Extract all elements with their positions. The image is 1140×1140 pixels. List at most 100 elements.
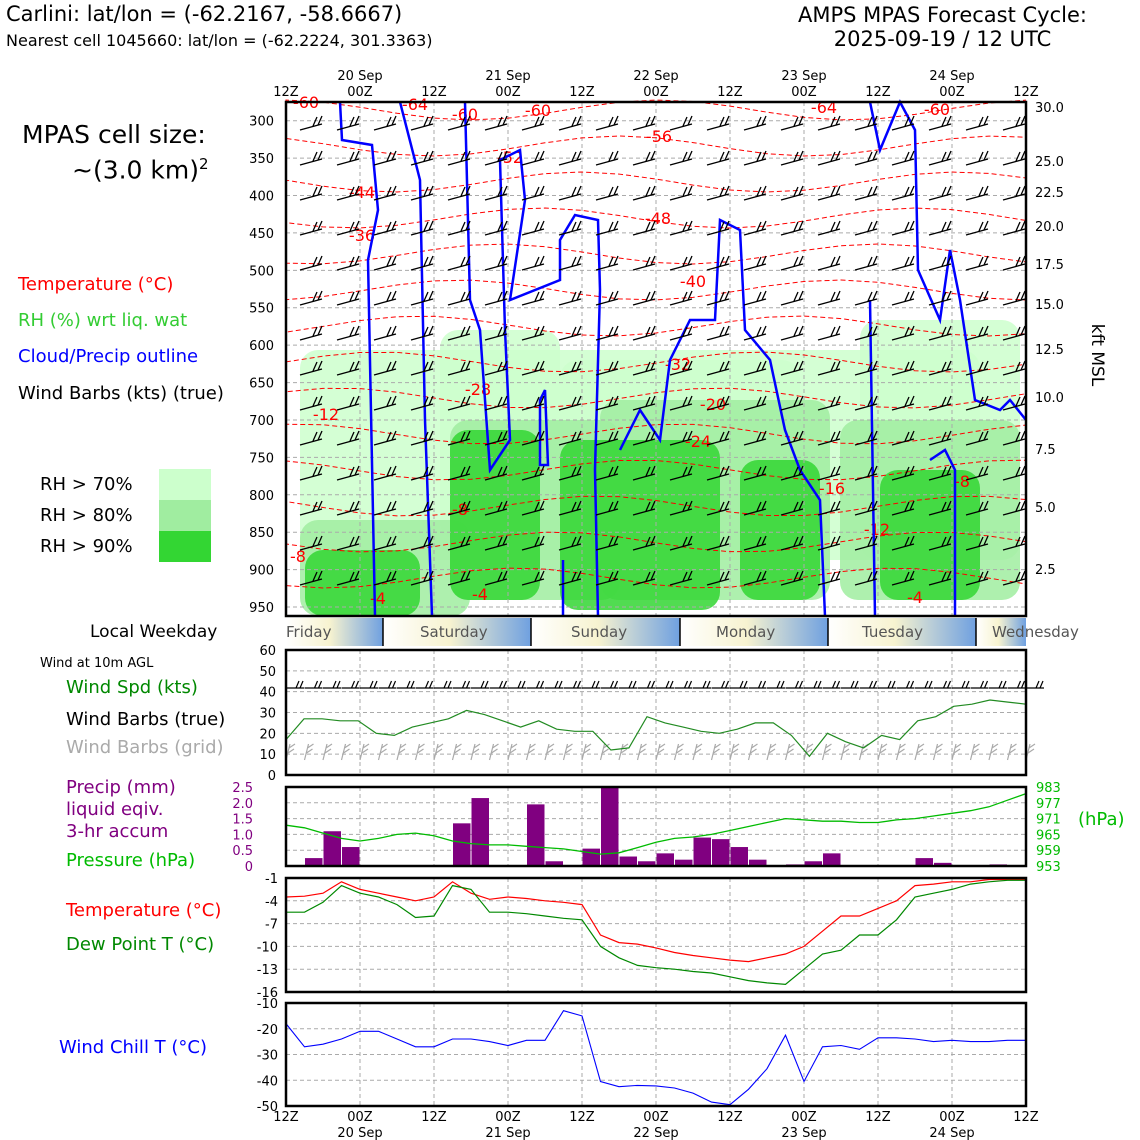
wind-barb-true	[933, 680, 952, 689]
temperature-contour-label: -16	[819, 479, 845, 498]
legend-rh70-label: RH > 70%	[40, 474, 133, 495]
wind-barb	[447, 115, 471, 131]
precip-bar	[582, 848, 600, 866]
wind-barb	[299, 535, 323, 551]
top-time-tick: 00Z	[347, 85, 373, 100]
bottom-date-label: 23 Sep	[781, 1126, 826, 1140]
top-time-tick: 12Z	[717, 85, 743, 100]
wind-barb-grid	[581, 743, 592, 761]
legend-rh: RH (%) wrt liq. wat	[18, 310, 188, 331]
wind-barb-true	[989, 680, 1007, 689]
precip-bar	[693, 837, 711, 866]
wind-barb	[299, 570, 323, 586]
temperature-contour-label: -56	[646, 127, 672, 146]
wind-barb	[299, 150, 323, 166]
weekday-band	[383, 618, 531, 646]
weekday-label: Saturday	[420, 623, 488, 641]
precip-bar	[934, 862, 952, 866]
wind-barb	[965, 290, 989, 306]
temperature-contour-label: -12	[313, 405, 339, 424]
weekday-band	[531, 618, 680, 646]
wind-barb	[706, 185, 730, 201]
temperature-contour-label: -4	[472, 585, 488, 604]
wind-barb	[928, 430, 952, 446]
wind-barb	[373, 395, 397, 411]
forecast-cycle-line1: AMPS MPAS Forecast Cycle:	[798, 3, 1087, 27]
pressure-y-tick: 983	[1036, 781, 1061, 796]
wind-barb	[1002, 430, 1026, 446]
wind-barb	[1002, 220, 1026, 236]
pressure-y-tick: 971	[1036, 813, 1061, 828]
temperature-contour	[285, 459, 1027, 481]
wind-barb	[743, 430, 767, 446]
wind-barb-true	[711, 680, 730, 689]
wind-barb	[891, 500, 915, 516]
wind-barb-grid	[914, 743, 925, 761]
dewpoint-line	[286, 879, 1026, 986]
wind-barb	[595, 255, 619, 271]
wind-barb	[484, 395, 508, 411]
forecast-cycle-line2: 2025-09-19 / 12 UTC	[833, 27, 1052, 51]
precip-y-tick: 2.5	[232, 781, 253, 796]
legend-rh90-label: RH > 90%	[40, 536, 133, 557]
weekday-band	[828, 618, 976, 646]
wind-barb	[928, 395, 952, 411]
wind-barb	[336, 395, 360, 411]
precip-bar	[915, 858, 933, 866]
wind-barb	[854, 360, 878, 376]
wind-barb	[595, 430, 619, 446]
wind-barb-grid	[932, 743, 943, 761]
wind-barb	[558, 465, 582, 481]
temperature-contour	[285, 387, 1027, 409]
weekday-band	[976, 618, 1026, 646]
kft-tick-label: 5.0	[1035, 501, 1056, 516]
wind-barb	[743, 325, 767, 341]
temperature-contour	[285, 315, 1027, 337]
wind-barb	[595, 150, 619, 166]
wind-barb	[447, 150, 471, 166]
wind-y-tick: 20	[259, 727, 276, 742]
kft-tick-label: 22.5	[1035, 186, 1064, 201]
precip-bar	[527, 804, 545, 866]
pressure-line	[285, 792, 1027, 855]
wind-barb-grid	[303, 743, 314, 761]
wind-barb-true	[1026, 680, 1044, 689]
wind-barb	[1002, 395, 1026, 411]
precip-bar	[342, 847, 360, 866]
wind-barb-grid	[747, 743, 758, 761]
kft-tick-label: 25.0	[1035, 155, 1064, 170]
wind-barb	[410, 430, 434, 446]
wind-barb-true	[785, 680, 804, 689]
wind-barb	[817, 465, 841, 481]
wind-barb-grid	[655, 743, 666, 761]
wind-barb	[1002, 150, 1026, 166]
wind-barb	[373, 115, 397, 131]
wind-barb	[854, 465, 878, 481]
pressure-tick-label: 450	[249, 227, 274, 242]
wind-barb-grid	[636, 743, 647, 761]
wind-barb	[521, 570, 545, 586]
wind-barb	[632, 360, 656, 376]
precip-bar	[471, 798, 489, 866]
kft-tick-label: 15.0	[1035, 298, 1064, 313]
wind-barb	[336, 185, 360, 201]
wind-barb-true	[656, 680, 674, 689]
wind-barb	[410, 360, 434, 376]
bottom-date-label: 22 Sep	[633, 1126, 678, 1140]
wind-barb	[558, 220, 582, 236]
kft-tick-label: 7.5	[1035, 443, 1056, 458]
wind-barb-grid	[451, 743, 462, 761]
wind-barb	[484, 185, 508, 201]
bottom-date-label: 20 Sep	[337, 1126, 382, 1140]
wind-chill-label: Wind Chill T (°C)	[59, 1037, 207, 1058]
wind-barb-grid	[877, 743, 888, 761]
wind-barb	[706, 325, 730, 341]
pressure-unit-label: (hPa)	[1078, 809, 1125, 830]
wind-barb	[410, 185, 434, 201]
pressure-tick-label: 300	[249, 115, 274, 130]
wind-barb	[521, 185, 545, 201]
weekday-label: Monday	[716, 623, 775, 641]
weekday-band	[286, 618, 383, 646]
wind-barb	[521, 115, 545, 131]
wind-barb	[817, 395, 841, 411]
